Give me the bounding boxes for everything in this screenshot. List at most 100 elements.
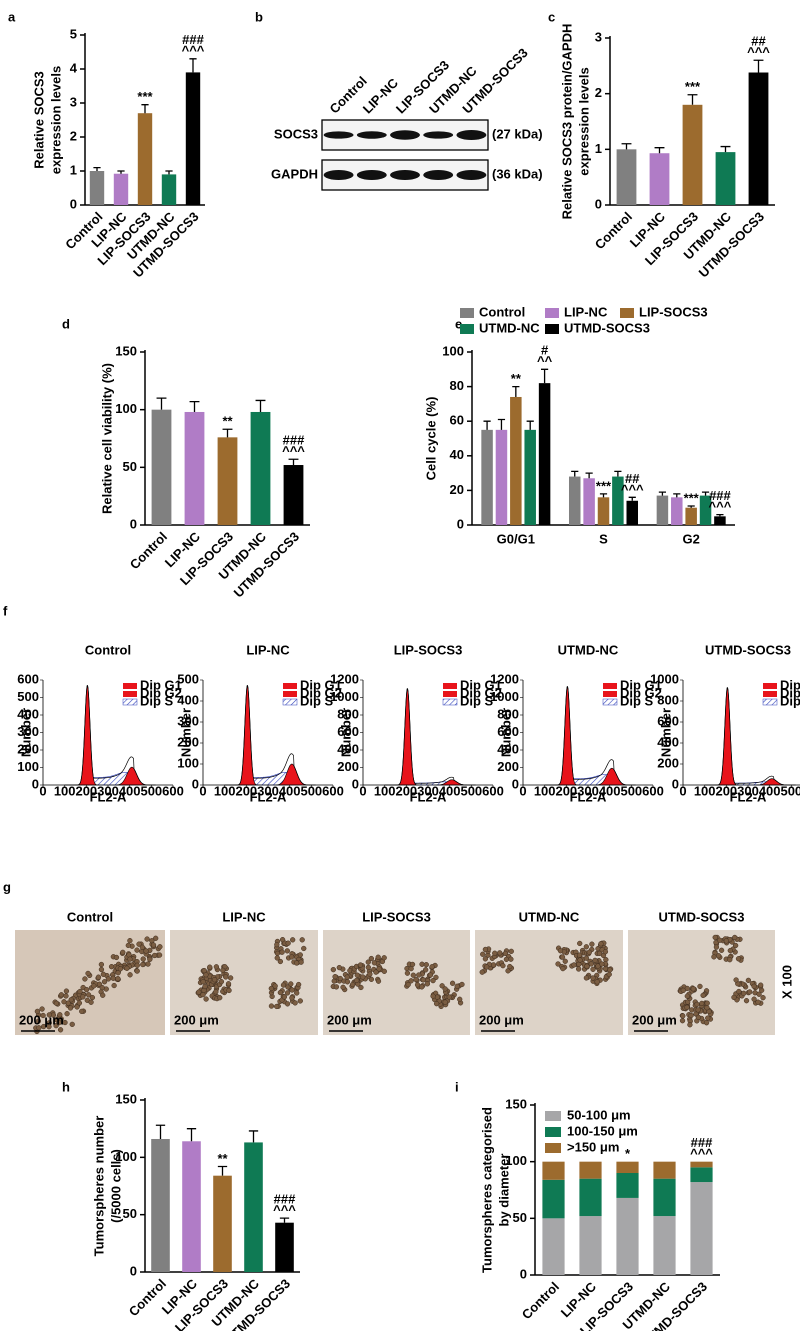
x-tick-label: 300 <box>577 783 599 798</box>
error-bar <box>483 420 491 430</box>
cell <box>301 945 307 952</box>
bar <box>510 396 522 525</box>
y-tick-label: 5 <box>70 26 77 41</box>
y-tick-label: 2 <box>595 85 602 100</box>
cell <box>700 992 706 999</box>
legend-swatch <box>460 324 474 334</box>
cell <box>288 981 294 987</box>
cell <box>79 1008 85 1015</box>
cell <box>140 956 146 962</box>
cell <box>760 995 766 1001</box>
y-axis-label: Number <box>178 708 193 757</box>
bar <box>481 429 493 525</box>
error-bar <box>497 418 506 430</box>
error-bar <box>155 1124 166 1139</box>
legend-swatch <box>443 683 457 689</box>
cell <box>376 966 382 972</box>
cell <box>120 949 126 955</box>
y-tick-label: 600 <box>497 724 519 739</box>
significance-mark: ^^^ <box>273 1203 296 1218</box>
cell <box>457 996 463 1002</box>
cell <box>584 963 590 969</box>
x-tick-label: 500 <box>140 783 162 798</box>
legend-label: Dip G1 <box>140 677 182 692</box>
cell <box>743 998 750 1004</box>
cell <box>144 936 150 942</box>
bar <box>495 429 508 525</box>
cell <box>292 1000 298 1006</box>
cell <box>588 961 594 967</box>
legend-swatch <box>545 308 559 318</box>
blot-band <box>423 131 454 139</box>
cell <box>482 946 489 953</box>
error-bar <box>526 420 534 430</box>
error-bar <box>279 1217 290 1223</box>
bar <box>656 495 669 525</box>
cell <box>590 966 596 972</box>
y-tick-label: 100 <box>17 759 39 774</box>
x-tick-label: 500 <box>620 783 642 798</box>
y-tick-label: 20 <box>450 482 464 497</box>
panel-title: Control <box>85 642 131 657</box>
x-tick-label: 200 <box>395 783 417 798</box>
bar-segment <box>542 1161 565 1180</box>
error-bar <box>716 513 724 517</box>
cell <box>434 994 440 1000</box>
image-title: Control <box>67 909 113 924</box>
cell <box>731 994 737 1001</box>
bar <box>184 411 205 525</box>
cell <box>67 1005 74 1011</box>
bar-segment <box>579 1178 602 1217</box>
x-tick-label: 100 <box>694 783 716 798</box>
error-bar <box>512 385 520 397</box>
bar <box>583 478 595 525</box>
error-bar <box>165 170 173 175</box>
y-tick-label: 1 <box>595 141 602 156</box>
legend-label: UTMD-NC <box>479 320 540 335</box>
cell <box>350 981 356 988</box>
legend-label: UTMD-SOCS3 <box>564 320 650 335</box>
bar <box>616 149 637 205</box>
cell <box>732 942 739 949</box>
x-tick-label: 600 <box>322 783 344 798</box>
legend-label: Dip G2 <box>620 685 662 700</box>
bar <box>671 497 683 525</box>
x-tick-label: Control <box>127 529 170 572</box>
cell <box>330 966 336 973</box>
blot-band <box>323 170 354 180</box>
histogram-outline <box>704 687 796 786</box>
y-tick-label: 1200 <box>330 671 359 686</box>
legend-label: Dip G1 <box>300 677 342 692</box>
blot-band <box>390 170 420 180</box>
bar <box>649 153 670 205</box>
bar <box>682 104 703 205</box>
cell <box>508 948 514 954</box>
micrograph <box>170 930 318 1035</box>
legend-label: Dip G1 <box>620 677 662 692</box>
cell <box>100 971 107 977</box>
cell <box>408 978 414 984</box>
bar <box>250 411 271 525</box>
cell <box>695 1007 701 1013</box>
cell <box>134 947 140 953</box>
cell <box>735 956 742 962</box>
cell <box>80 994 86 1000</box>
significance-mark: * <box>625 1146 631 1161</box>
cell <box>503 956 510 963</box>
y-tick-label: 0 <box>130 516 137 531</box>
cell <box>98 966 105 973</box>
cell <box>571 962 577 968</box>
error-bar <box>217 1165 228 1176</box>
bar <box>568 476 581 525</box>
x-tick-label: 100 <box>54 783 76 798</box>
significance-mark: ^^^ <box>282 444 305 459</box>
cell <box>74 1004 80 1010</box>
bar-segment <box>579 1161 602 1179</box>
cell <box>371 960 378 966</box>
y-tick-label: 50 <box>513 1210 527 1225</box>
significance-mark: ## <box>751 34 766 49</box>
x-tick-label: 100 <box>534 783 556 798</box>
legend-label: Dip S <box>460 693 494 708</box>
cell <box>76 1000 83 1006</box>
legend-label: Dip G2 <box>780 685 800 700</box>
